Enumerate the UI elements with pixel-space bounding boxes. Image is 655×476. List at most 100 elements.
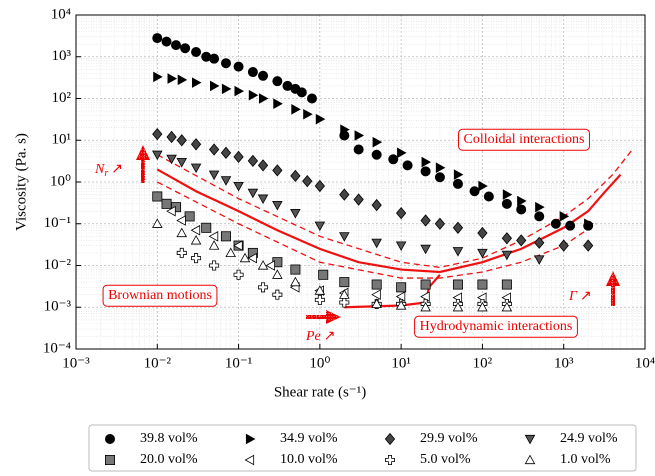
data-point <box>176 158 188 168</box>
data-point <box>208 231 219 242</box>
data-point <box>153 71 163 83</box>
annotation-arrow: ↗ <box>111 162 123 177</box>
data-point <box>420 301 431 312</box>
data-point <box>339 297 350 308</box>
model-curve <box>156 149 633 269</box>
data-point <box>272 289 283 300</box>
data-point <box>559 211 570 222</box>
data-point <box>483 191 494 202</box>
data-point <box>302 174 313 188</box>
data-point <box>152 150 163 161</box>
data-point <box>339 277 350 288</box>
data-point <box>296 87 307 98</box>
data-point <box>208 143 220 156</box>
data-point <box>210 80 220 92</box>
data-point <box>501 279 512 290</box>
x-tick-label: 10⁻³ <box>62 355 90 371</box>
data-point <box>502 189 513 200</box>
data-point <box>176 247 187 258</box>
legend-label: 10.0 vol% <box>280 452 338 467</box>
data-point <box>469 186 480 197</box>
data-point <box>272 164 283 177</box>
data-point <box>395 241 407 252</box>
data-point <box>395 291 406 302</box>
legend-label: 29.9 vol% <box>420 431 478 446</box>
data-point <box>339 232 350 242</box>
data-point <box>190 138 202 151</box>
data-point <box>388 154 399 165</box>
data-point <box>452 247 464 257</box>
data-point <box>208 240 220 250</box>
data-point <box>152 33 163 44</box>
data-point <box>314 285 326 295</box>
data-point <box>353 144 364 155</box>
data-point <box>517 195 527 207</box>
annotation-text: N <box>94 162 105 177</box>
x-tick-label: 10⁴ <box>635 355 655 371</box>
data-point <box>233 269 244 280</box>
y-tick-label: 10⁻¹ <box>44 215 71 231</box>
annotation: Brownian motions <box>108 288 212 303</box>
data-point <box>306 93 317 104</box>
data-point <box>220 176 232 186</box>
plot-frame <box>75 14 646 350</box>
arrow-head <box>606 271 620 286</box>
data-point <box>477 301 488 312</box>
data-point <box>534 236 545 249</box>
data-point <box>190 163 202 174</box>
data-point <box>420 244 431 255</box>
data-point <box>166 205 176 217</box>
data-point <box>371 238 382 249</box>
data-point <box>477 248 488 259</box>
y-tick-label: 10⁻⁴ <box>43 340 71 356</box>
data-point <box>584 218 594 230</box>
data-point <box>233 240 243 251</box>
data-point <box>258 70 269 81</box>
data-point <box>396 206 407 220</box>
legend-box <box>88 424 637 472</box>
data-point <box>290 276 301 287</box>
data-point <box>209 260 220 271</box>
data-point <box>420 166 431 177</box>
data-point <box>233 181 244 192</box>
data-point <box>339 188 350 201</box>
data-point <box>176 134 187 147</box>
data-point <box>290 169 301 183</box>
data-point <box>176 215 186 226</box>
data-point <box>395 300 407 310</box>
data-point <box>420 291 430 302</box>
legend-marker <box>385 455 395 465</box>
data-point <box>258 93 269 104</box>
data-point <box>167 73 178 84</box>
data-point <box>166 130 177 144</box>
legend-label: 5.0 vol% <box>420 452 471 467</box>
data-point <box>434 172 445 183</box>
data-point <box>314 294 325 305</box>
data-point <box>234 85 244 97</box>
y-tick-label: 10⁻² <box>44 257 72 273</box>
data-point <box>371 198 382 212</box>
data-point <box>166 154 177 165</box>
y-tick-label: 10¹ <box>52 132 72 148</box>
data-point <box>247 154 259 168</box>
annotation-box <box>414 315 578 338</box>
data-point <box>478 180 488 192</box>
legend-marker <box>244 454 255 466</box>
legend-marker <box>384 432 396 446</box>
data-point <box>180 43 191 54</box>
data-point <box>201 222 212 233</box>
data-point <box>290 209 301 219</box>
legend-label: 24.9 vol% <box>560 431 618 446</box>
annotation-box <box>458 128 590 151</box>
data-point <box>272 76 283 87</box>
data-point <box>152 191 163 202</box>
legend-marker <box>524 434 536 445</box>
annotation-text: Γ <box>568 289 578 304</box>
legend-marker <box>524 454 536 465</box>
data-point <box>501 198 512 209</box>
data-point <box>420 279 431 290</box>
legend-marker <box>105 433 116 444</box>
x-tick-label: 10¹ <box>391 355 411 371</box>
data-point <box>208 170 220 181</box>
